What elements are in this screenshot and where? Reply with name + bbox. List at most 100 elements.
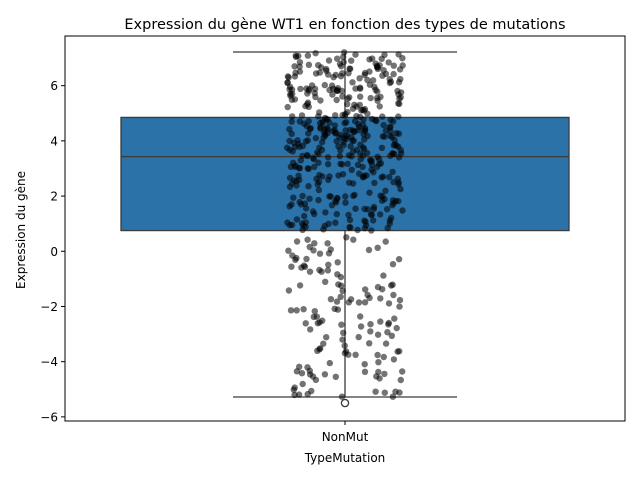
jitter-point <box>379 286 386 293</box>
jitter-point <box>396 100 403 108</box>
jitter-point <box>346 216 354 224</box>
y-tick-label: −4 <box>40 355 58 369</box>
jitter-point <box>334 259 341 266</box>
jitter-point <box>385 59 392 66</box>
jitter-point <box>345 299 352 306</box>
jitter-point <box>349 79 356 86</box>
jitter-point <box>329 91 336 98</box>
chart-title: Expression du gène WT1 en fonction des t… <box>124 17 565 33</box>
jitter-point <box>344 101 351 108</box>
jitter-point <box>379 173 387 180</box>
jitter-point <box>291 96 299 103</box>
jitter-point <box>311 163 318 171</box>
jitter-point <box>334 87 341 95</box>
jitter-point <box>390 118 397 125</box>
jitter-point <box>304 236 311 243</box>
jitter-point <box>365 246 373 254</box>
jitter-point <box>391 315 398 322</box>
jitter-point <box>355 299 363 306</box>
jitter-point <box>354 161 362 168</box>
jitter-point <box>292 52 299 59</box>
jitter-point <box>291 163 299 170</box>
jitter-point <box>389 168 396 176</box>
jitter-point <box>344 132 351 139</box>
jitter-point <box>304 151 311 159</box>
jitter-point <box>352 51 359 58</box>
jitter-point <box>299 226 306 234</box>
jitter-point <box>399 55 406 62</box>
jitter-point <box>312 70 320 77</box>
jitter-point <box>327 193 334 200</box>
jitter-point <box>328 202 336 209</box>
jitter-point <box>357 156 364 163</box>
jitter-point <box>363 222 370 229</box>
jitter-point <box>381 133 388 140</box>
jitter-point <box>327 296 335 303</box>
jitter-point <box>305 165 312 172</box>
jitter-point <box>302 320 309 327</box>
jitter-point <box>355 123 363 130</box>
jitter-point <box>361 71 368 79</box>
jitter-point <box>360 144 367 151</box>
jitter-point <box>323 67 330 75</box>
jitter-point <box>299 152 306 160</box>
jitter-point <box>380 121 387 129</box>
jitter-point <box>289 113 296 120</box>
jitter-point <box>373 117 380 125</box>
jitter-point <box>325 57 333 64</box>
jitter-point <box>293 238 301 245</box>
jitter-point <box>397 94 404 101</box>
jitter-point <box>360 116 367 123</box>
jitter-point <box>372 86 379 94</box>
jitter-point <box>320 340 327 347</box>
jitter-point <box>342 193 349 200</box>
jitter-point <box>294 137 301 144</box>
jitter-point <box>382 127 390 134</box>
jitter-point <box>368 157 375 164</box>
jitter-point <box>306 268 314 275</box>
jitter-point <box>324 116 331 123</box>
jitter-point <box>381 370 388 378</box>
jitter-point <box>382 340 390 347</box>
jitter-point <box>305 183 312 190</box>
jitter-point <box>395 113 402 120</box>
jitter-point <box>380 272 387 279</box>
jitter-point <box>296 164 303 172</box>
jitter-point <box>397 185 404 193</box>
jitter-point <box>315 186 323 194</box>
jitter-point <box>367 328 374 335</box>
jitter-point <box>293 307 300 314</box>
y-tick-label: 2 <box>50 190 58 204</box>
jitter-point <box>306 195 313 202</box>
jitter-point <box>324 240 331 247</box>
jitter-point <box>324 154 332 161</box>
jitter-point <box>386 173 393 181</box>
jitter-point <box>337 147 344 154</box>
jitter-point <box>380 353 387 361</box>
jitter-point <box>396 303 403 310</box>
jitter-point <box>344 160 351 167</box>
jitter-point <box>304 390 311 398</box>
jitter-point <box>304 137 312 144</box>
jitter-point <box>374 351 381 359</box>
jitter-point <box>395 79 403 86</box>
jitter-point <box>371 179 378 187</box>
jitter-point <box>337 273 345 281</box>
jitter-point <box>290 386 297 393</box>
jitter-point <box>373 63 381 71</box>
jitter-point <box>285 247 292 254</box>
jitter-point <box>377 295 384 302</box>
jitter-point <box>284 79 291 87</box>
jitter-point <box>341 342 348 349</box>
jitter-point <box>340 138 347 146</box>
jitter-point <box>340 53 347 61</box>
jitter-point <box>368 227 375 234</box>
jitter-point <box>300 306 307 313</box>
jitter-point <box>374 331 382 338</box>
jitter-point <box>394 348 401 355</box>
jitter-point <box>340 58 347 66</box>
jitter-point <box>341 350 349 357</box>
jitter-point <box>398 150 405 157</box>
jitter-point <box>390 70 397 78</box>
jitter-point <box>361 299 369 306</box>
